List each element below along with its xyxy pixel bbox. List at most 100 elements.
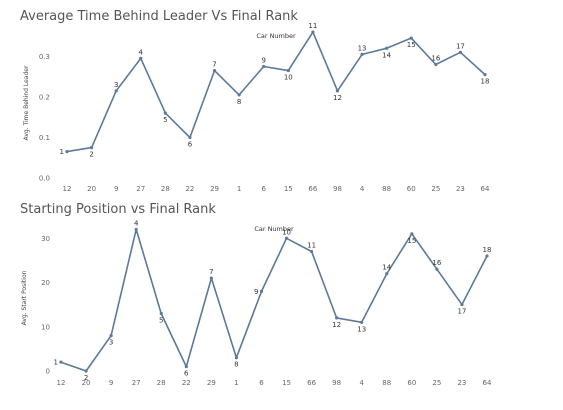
chart1-x-tick-label: 9: [114, 185, 118, 193]
chart2-x-tick-label: 98: [332, 379, 341, 387]
chart2-data-point: [184, 364, 188, 369]
chart1-data-point: [139, 56, 143, 61]
chart2-data-label: 18: [483, 246, 492, 254]
chart1-x-tick-label: 60: [407, 185, 416, 193]
chart1-data-point: [89, 145, 94, 150]
chart2-y-tick-label: 10: [41, 323, 50, 331]
chart2-x-tick-label: 29: [207, 379, 216, 387]
chart1-data-label: 17: [456, 42, 465, 50]
chart1-data-label: 10: [284, 74, 293, 82]
chart1-data-label: 14: [382, 51, 391, 59]
chart1-y-tick-label: 0.0: [39, 175, 50, 183]
chart1-x-tick-label: 25: [431, 185, 440, 193]
chart2-data-label: 3: [109, 339, 113, 347]
chart1-data-point: [434, 62, 438, 67]
chart2-data-label: 1: [54, 359, 58, 367]
chart2-data-label: 4: [134, 219, 139, 227]
chart2-x-tick-label: 6: [259, 379, 264, 387]
chart2-data-point: [284, 236, 289, 240]
chart2-data-label: 5: [159, 316, 163, 324]
chart2-data-label: 12: [332, 321, 341, 329]
chart2-x-tick-label: 23: [457, 379, 466, 387]
chart1-data-label: 8: [237, 98, 241, 106]
chart1-data-label: 4: [139, 48, 144, 56]
chart1-x-tick-label: 6: [261, 185, 266, 193]
chart2-data-point: [410, 232, 414, 236]
chart2-y-tick-label: 30: [41, 235, 50, 243]
chart1-x-tick-label: 22: [185, 185, 194, 193]
chart2-top-axis-label: Car Number: [254, 225, 294, 233]
chart2-y-tick-label: 20: [41, 279, 50, 287]
chart1-data-label: 11: [308, 22, 317, 30]
chart1-data-label: 9: [261, 57, 265, 65]
chart1-data-point: [483, 73, 487, 77]
chart1-data-point: [311, 30, 315, 34]
chart1-x-tick-label: 29: [210, 185, 219, 193]
chart1-data-point: [262, 64, 266, 69]
chart1-data-label: 3: [114, 81, 118, 89]
chart2-x-tick-label: 28: [157, 379, 166, 387]
chart2-data-label: 13: [357, 325, 366, 333]
chart1-data-label: 16: [431, 54, 440, 62]
chart2-data-label: 17: [457, 308, 466, 316]
chart1-data-point: [286, 68, 290, 73]
chart1-x-tick-label: 27: [136, 185, 145, 193]
chart1-series-line: [66, 31, 486, 153]
chart1-data-point: [163, 111, 167, 115]
chart1-data-point: [114, 89, 118, 93]
chart2-data-point: [309, 249, 314, 254]
chart1-x-tick-label: 66: [308, 185, 317, 193]
chart1-data-point: [360, 52, 364, 56]
chart2-data-label: 11: [307, 242, 316, 250]
chart1-data-point: [458, 50, 463, 54]
chart1-x-tick-label: 28: [161, 185, 170, 193]
chart2-data-label: 2: [84, 374, 88, 382]
chart1-data-label: 2: [89, 151, 93, 159]
chart2-x-tick-label: 66: [307, 379, 316, 387]
chart1-x-tick-label: 1: [237, 185, 241, 193]
chart2-data-label: 8: [234, 361, 238, 369]
chart2-x-tick-label: 60: [407, 379, 416, 387]
chart2-series-line: [60, 228, 488, 372]
chart1-data-point: [385, 46, 389, 50]
chart2-data-label: 15: [407, 237, 416, 245]
chart2-data-point: [159, 311, 163, 316]
chart1-y-tick-label: 0.3: [39, 53, 50, 61]
chart2-x-tick-label: 22: [182, 379, 191, 387]
chart2-data-point: [460, 303, 464, 307]
chart2-y-axis-label: Avg. Start Position: [21, 270, 28, 325]
chart1-data-point: [409, 36, 413, 40]
chart1-data-point: [65, 150, 69, 154]
chart2-data-point: [435, 267, 439, 271]
chart2-x-tick-label: 12: [57, 379, 66, 387]
chart2-x-tick-label: 15: [282, 379, 291, 387]
chart1-x-tick-label: 12: [63, 185, 72, 193]
chart1-x-tick-label: 64: [481, 185, 490, 193]
chart2-data-point: [360, 320, 364, 324]
chart1-data-point: [237, 93, 241, 97]
chart1-x-tick-label: 23: [456, 185, 465, 193]
chart2-data-label: 16: [432, 259, 441, 267]
chart1-data-label: 13: [358, 44, 367, 52]
chart1-data-label: 7: [212, 61, 216, 69]
chart1-x-tick-label: 4: [360, 185, 365, 193]
chart2-data-point: [209, 276, 213, 280]
chart1-y-axis-label: Avg. Time Behind Leader: [23, 65, 30, 140]
chart2-data-label: 6: [184, 370, 189, 378]
chart2-data-point: [109, 334, 113, 338]
chart2-data-point: [84, 369, 88, 373]
chart2-x-tick-label: 4: [359, 379, 364, 387]
chart1-data-label: 15: [407, 41, 416, 49]
chart2-x-tick-label: 25: [432, 379, 441, 387]
chart1-title: Average Time Behind Leader Vs Final Rank: [20, 9, 298, 24]
chart2-data-label: 10: [282, 228, 291, 236]
chart1-x-tick-label: 88: [382, 185, 391, 193]
chart2-data-point: [335, 316, 339, 320]
chart1-data-label: 5: [163, 116, 167, 124]
chart2-data-label: 9: [254, 288, 258, 296]
chart1-top-axis-label: Car Number: [256, 32, 296, 40]
chart2-data-point: [134, 227, 138, 232]
chart2-x-tick-label: 27: [132, 379, 141, 387]
chart1-y-tick-label: 0.2: [39, 93, 50, 101]
